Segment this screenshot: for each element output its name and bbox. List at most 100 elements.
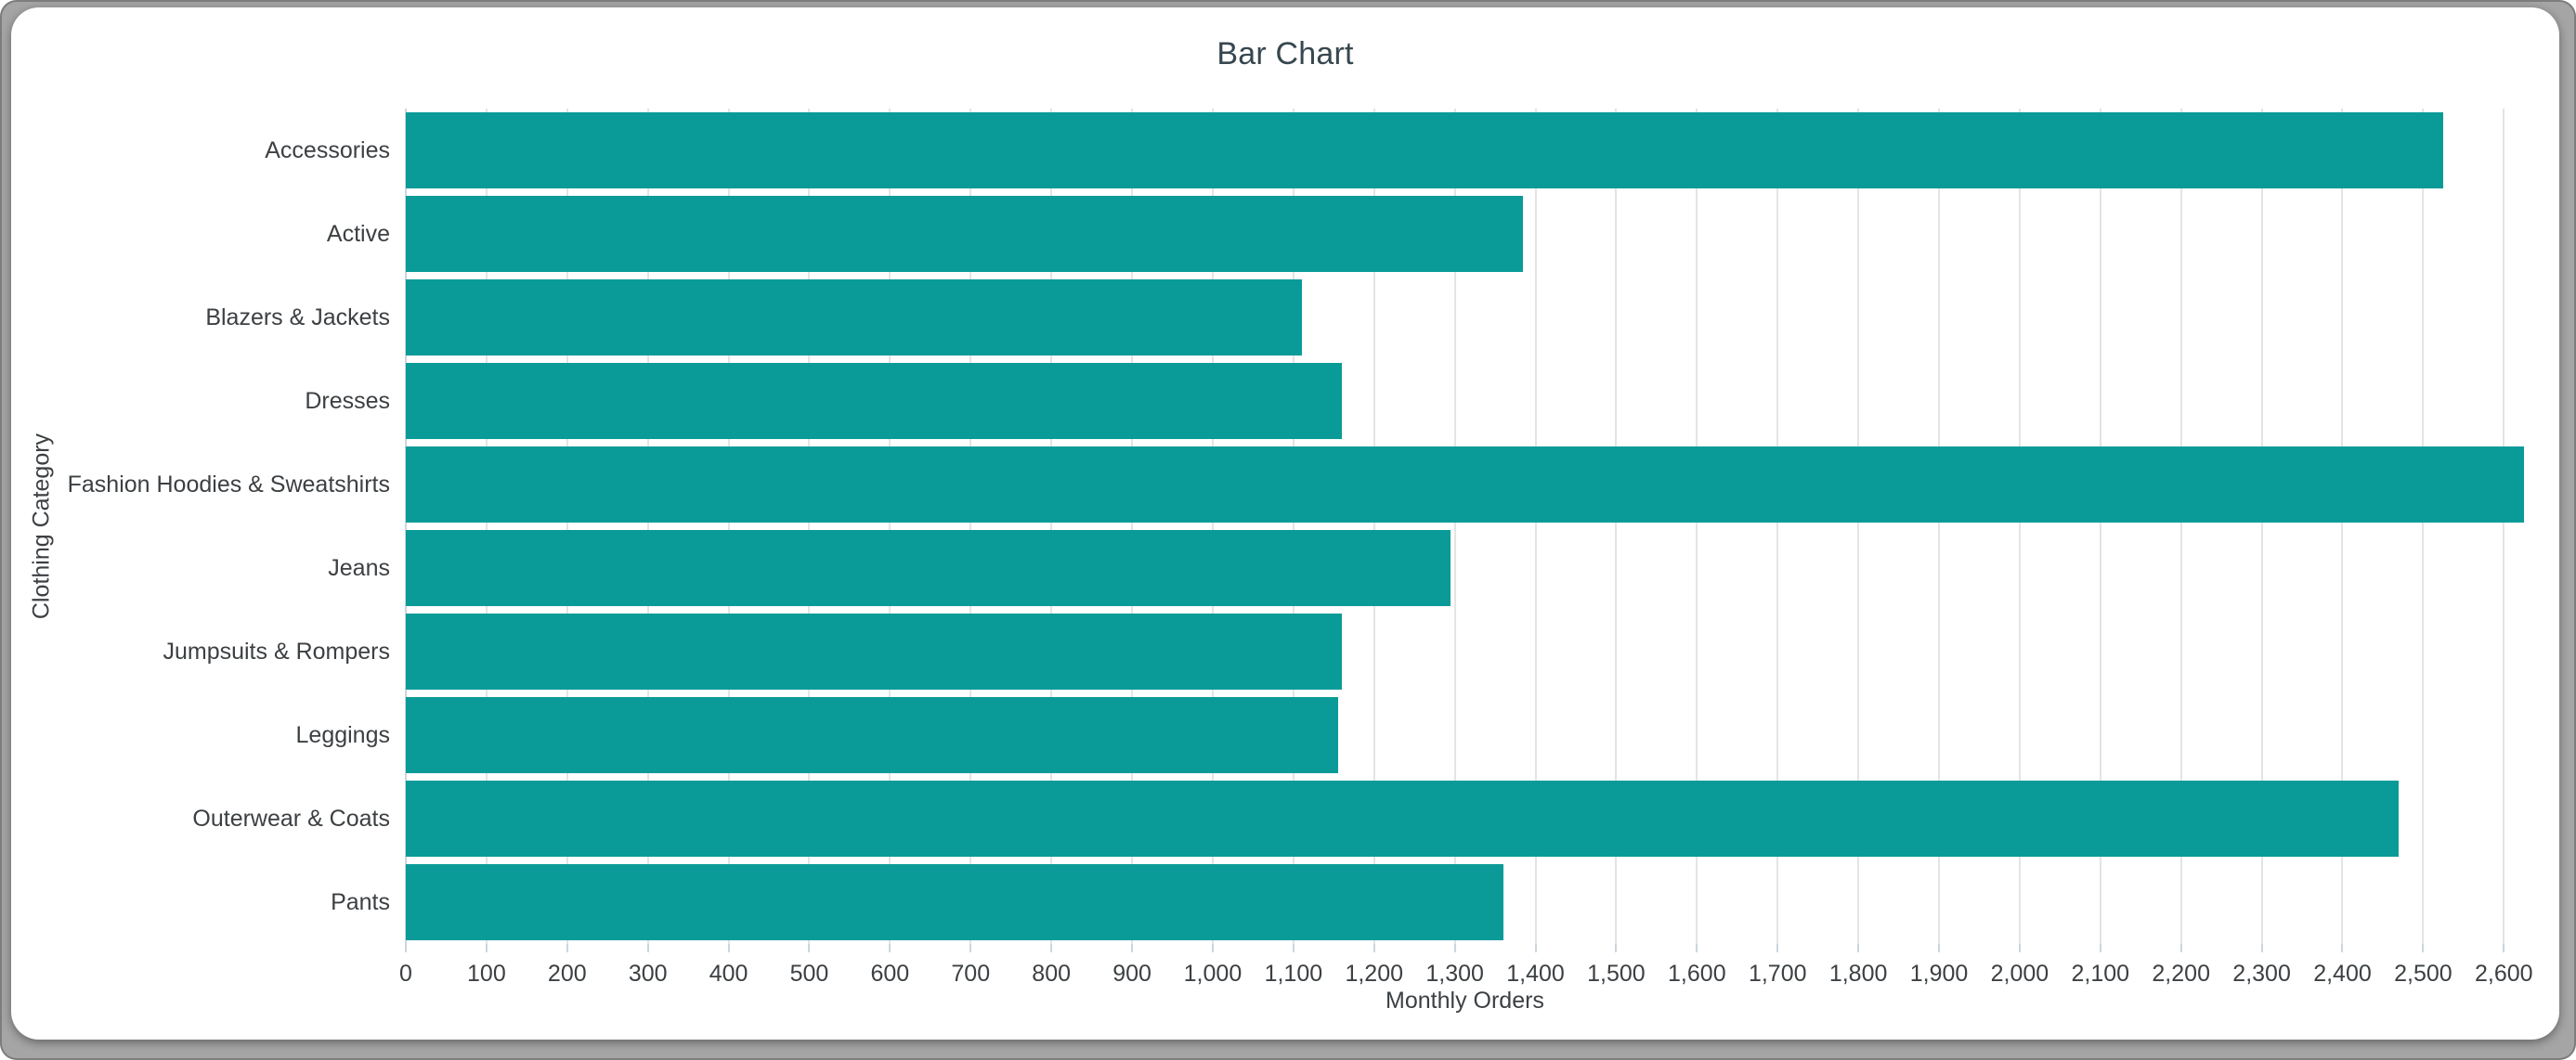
gridline-x-600 bbox=[889, 109, 891, 944]
bar-outerwear-coats bbox=[406, 781, 2400, 857]
gridline-x-700 bbox=[969, 109, 972, 944]
x-tick-label-900: 900 bbox=[1112, 961, 1151, 987]
x-tick-mark-1500 bbox=[1615, 944, 1618, 952]
x-tick-label-1400: 1,400 bbox=[1506, 961, 1565, 987]
x-tick-label-1100: 1,100 bbox=[1264, 961, 1323, 987]
x-tick-label-100: 100 bbox=[467, 961, 506, 987]
gridline-x-2000 bbox=[2018, 109, 2021, 944]
x-axis-title: Monthly Orders bbox=[1386, 988, 1544, 1014]
x-tick-label-600: 600 bbox=[870, 961, 910, 987]
category-axis: Accessories Active Blazers & Jackets Dresse… bbox=[11, 109, 390, 944]
x-tick-mark-1800 bbox=[1857, 944, 1860, 952]
x-tick-mark-2100 bbox=[2099, 944, 2101, 952]
x-tick-mark-2200 bbox=[2179, 944, 2182, 952]
bar-accessories bbox=[406, 112, 2444, 188]
x-axis-ticks: 0 100 200 300 400 500 600 700 800 900 1,000 1,100 1,… bbox=[399, 944, 2533, 990]
category-label-dresses: Dresses bbox=[305, 387, 390, 414]
x-tick-mark-2400 bbox=[2341, 944, 2344, 952]
category-label-fashion-hoodies-sweatshirts: Fashion Hoodies & Sweatshirts bbox=[67, 471, 390, 498]
x-tick-label-2500: 2,500 bbox=[2394, 961, 2452, 987]
x-tick-mark-900 bbox=[1131, 944, 1134, 952]
y-axis-line bbox=[405, 109, 407, 944]
gridline-x-1500 bbox=[1615, 109, 1618, 944]
x-tick-mark-2500 bbox=[2422, 944, 2425, 952]
gridline-x-2600 bbox=[2503, 109, 2505, 944]
gridline-x-1000 bbox=[1211, 109, 1214, 944]
category-label-accessories: Accessories bbox=[265, 136, 390, 163]
gridline-x-2500 bbox=[2422, 109, 2425, 944]
x-tick-label-800: 800 bbox=[1032, 961, 1072, 987]
bar-fashion-hoodies-sweatshirts bbox=[406, 446, 2524, 523]
bar-pants bbox=[406, 864, 1503, 940]
gridline-x-2400 bbox=[2341, 109, 2344, 944]
gridline-x-1900 bbox=[1938, 109, 1940, 944]
gridline-x-2200 bbox=[2179, 109, 2182, 944]
x-tick-mark-1700 bbox=[1776, 944, 1779, 952]
x-tick-mark-0 bbox=[405, 944, 407, 952]
x-tick-mark-400 bbox=[727, 944, 730, 952]
x-tick-label-2000: 2,000 bbox=[1990, 961, 2049, 987]
x-tick-label-700: 700 bbox=[951, 961, 991, 987]
gridline-x-1200 bbox=[1373, 109, 1375, 944]
x-tick-label-1500: 1,500 bbox=[1587, 961, 1646, 987]
category-label-jeans: Jeans bbox=[328, 554, 390, 581]
x-tick-label-300: 300 bbox=[628, 961, 668, 987]
bar-jumpsuits-rompers bbox=[406, 614, 1342, 690]
x-tick-mark-2300 bbox=[2260, 944, 2263, 952]
gridline-x-400 bbox=[727, 109, 730, 944]
bar-jeans bbox=[406, 530, 1451, 606]
x-tick-mark-200 bbox=[566, 944, 568, 952]
chart-card: Bar Chart Clothing Category Accessories A… bbox=[11, 7, 2559, 1040]
category-label-outerwear-coats: Outerwear & Coats bbox=[192, 805, 390, 832]
gridline-x-1400 bbox=[1534, 109, 1537, 944]
gridline-x-500 bbox=[808, 109, 811, 944]
x-tick-mark-1200 bbox=[1373, 944, 1375, 952]
chart-title: Bar Chart bbox=[1216, 36, 1354, 71]
x-tick-mark-800 bbox=[1050, 944, 1053, 952]
x-tick-mark-1600 bbox=[1696, 944, 1698, 952]
x-tick-mark-1900 bbox=[1938, 944, 1940, 952]
x-tick-mark-1300 bbox=[1453, 944, 1456, 952]
x-tick-label-2300: 2,300 bbox=[2232, 961, 2291, 987]
x-tick-label-2100: 2,100 bbox=[2071, 961, 2130, 987]
gridline-x-1800 bbox=[1857, 109, 1860, 944]
plot-area bbox=[405, 109, 2524, 944]
bar-dresses bbox=[406, 363, 1342, 439]
x-tick-label-0: 0 bbox=[399, 961, 412, 987]
gridline-x-2300 bbox=[2260, 109, 2263, 944]
x-tick-mark-1000 bbox=[1211, 944, 1214, 952]
bar-active bbox=[406, 196, 1524, 272]
category-label-leggings: Leggings bbox=[295, 721, 390, 748]
category-label-pants: Pants bbox=[331, 888, 390, 915]
bar-leggings bbox=[406, 697, 1338, 773]
gridline-x-800 bbox=[1050, 109, 1053, 944]
x-tick-label-1900: 1,900 bbox=[1909, 961, 1969, 987]
x-tick-label-1600: 1,600 bbox=[1668, 961, 1726, 987]
category-label-blazers-jackets: Blazers & Jackets bbox=[205, 304, 390, 330]
x-tick-mark-100 bbox=[485, 944, 488, 952]
x-tick-mark-500 bbox=[808, 944, 811, 952]
x-tick-mark-1400 bbox=[1534, 944, 1537, 952]
gridline-x-1100 bbox=[1292, 109, 1295, 944]
x-tick-label-1800: 1,800 bbox=[1828, 961, 1888, 987]
x-tick-mark-2000 bbox=[2018, 944, 2021, 952]
x-tick-label-400: 400 bbox=[709, 961, 748, 987]
gridline-x-1600 bbox=[1696, 109, 1698, 944]
category-label-jumpsuits-rompers: Jumpsuits & Rompers bbox=[163, 638, 390, 665]
gridline-x-900 bbox=[1131, 109, 1134, 944]
bar-blazers-jackets bbox=[406, 279, 1302, 355]
x-tick-label-2200: 2,200 bbox=[2152, 961, 2210, 987]
x-tick-label-1700: 1,700 bbox=[1748, 961, 1807, 987]
gridline-x-200 bbox=[566, 109, 568, 944]
x-tick-mark-700 bbox=[969, 944, 972, 952]
gridline-x-1300 bbox=[1453, 109, 1456, 944]
gridline-x-2100 bbox=[2099, 109, 2101, 944]
x-tick-mark-1100 bbox=[1292, 944, 1295, 952]
x-tick-mark-300 bbox=[646, 944, 649, 952]
gridline-x-1700 bbox=[1776, 109, 1779, 944]
gridline-x-100 bbox=[485, 109, 488, 944]
x-tick-label-1300: 1,300 bbox=[1425, 961, 1484, 987]
x-tick-mark-600 bbox=[889, 944, 891, 952]
x-tick-label-1000: 1,000 bbox=[1183, 961, 1242, 987]
